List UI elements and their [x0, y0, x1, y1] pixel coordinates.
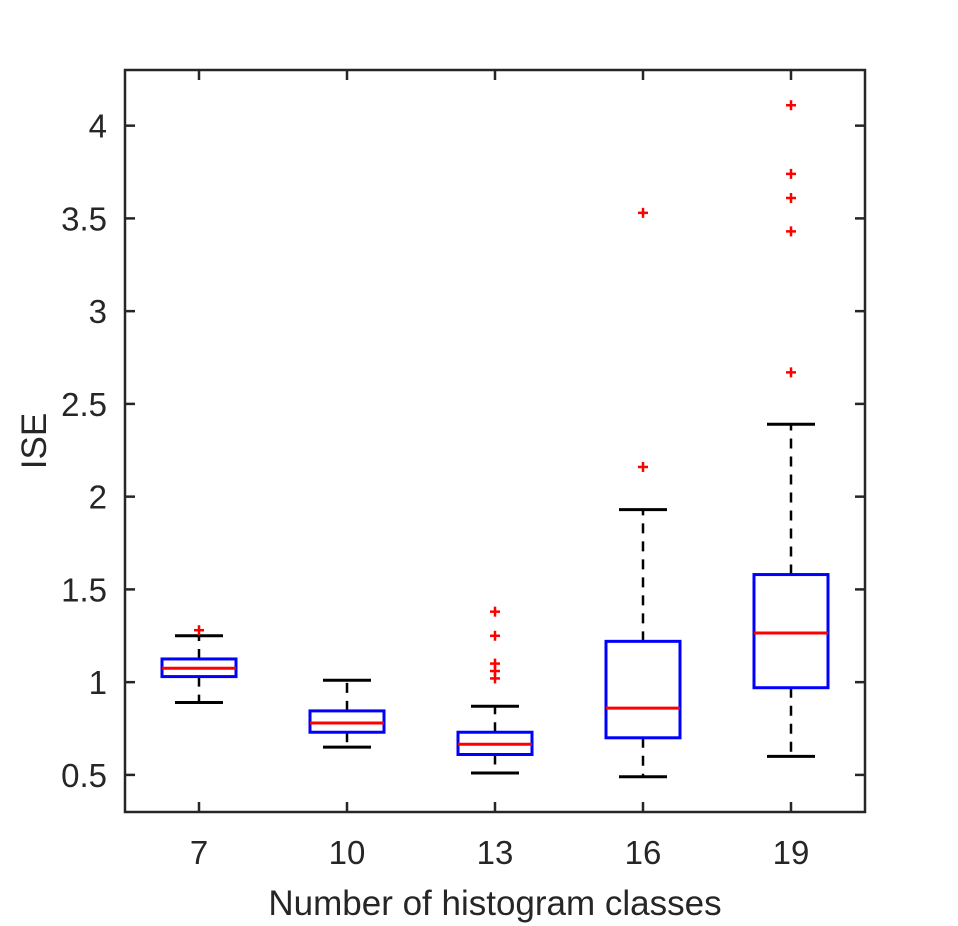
x-tick-label: 7 — [190, 834, 208, 871]
box-group-10 — [308, 678, 386, 749]
y-tick-label: 0.5 — [61, 757, 107, 794]
outlier-marker — [786, 367, 796, 378]
y-tick-label: 1 — [89, 664, 107, 701]
outlier-marker — [490, 630, 500, 641]
outlier-marker — [638, 207, 648, 218]
y-tick-label: 1.5 — [61, 571, 107, 608]
y-tick-label: 4 — [89, 108, 107, 145]
box-group-13 — [456, 606, 534, 775]
outlier-marker — [786, 192, 796, 203]
outlier-marker — [638, 461, 648, 472]
x-tick-label: 19 — [773, 834, 810, 871]
y-axis-label: ISE — [15, 413, 54, 469]
x-axis-label: Number of histogram classes — [268, 884, 721, 923]
outlier-marker — [786, 168, 796, 179]
iqr-box — [752, 573, 830, 690]
outlier-marker — [786, 100, 796, 111]
y-tick-label: 2.5 — [61, 386, 107, 423]
box-group-16 — [604, 207, 682, 779]
x-tick-label: 13 — [477, 834, 514, 871]
box-group-7 — [160, 625, 238, 705]
plot-frame — [123, 68, 867, 814]
plot-area — [125, 70, 865, 812]
y-tick-label: 3.5 — [61, 200, 107, 237]
chart-marks — [160, 100, 830, 779]
y-tick-label: 2 — [89, 479, 107, 516]
x-tick-label: 16 — [625, 834, 662, 871]
axes: 0.5 1 1.5 2 2.5 3 3.5 4 7 10 13 16 19 — [61, 70, 865, 871]
box-group-19 — [752, 100, 830, 758]
iqr-box — [604, 639, 682, 740]
x-tick-label: 10 — [329, 834, 366, 871]
outlier-marker — [490, 658, 500, 669]
outlier-marker — [490, 606, 500, 617]
outlier-marker — [194, 625, 204, 636]
outlier-marker — [786, 226, 796, 237]
y-tick-label: 3 — [89, 293, 107, 330]
